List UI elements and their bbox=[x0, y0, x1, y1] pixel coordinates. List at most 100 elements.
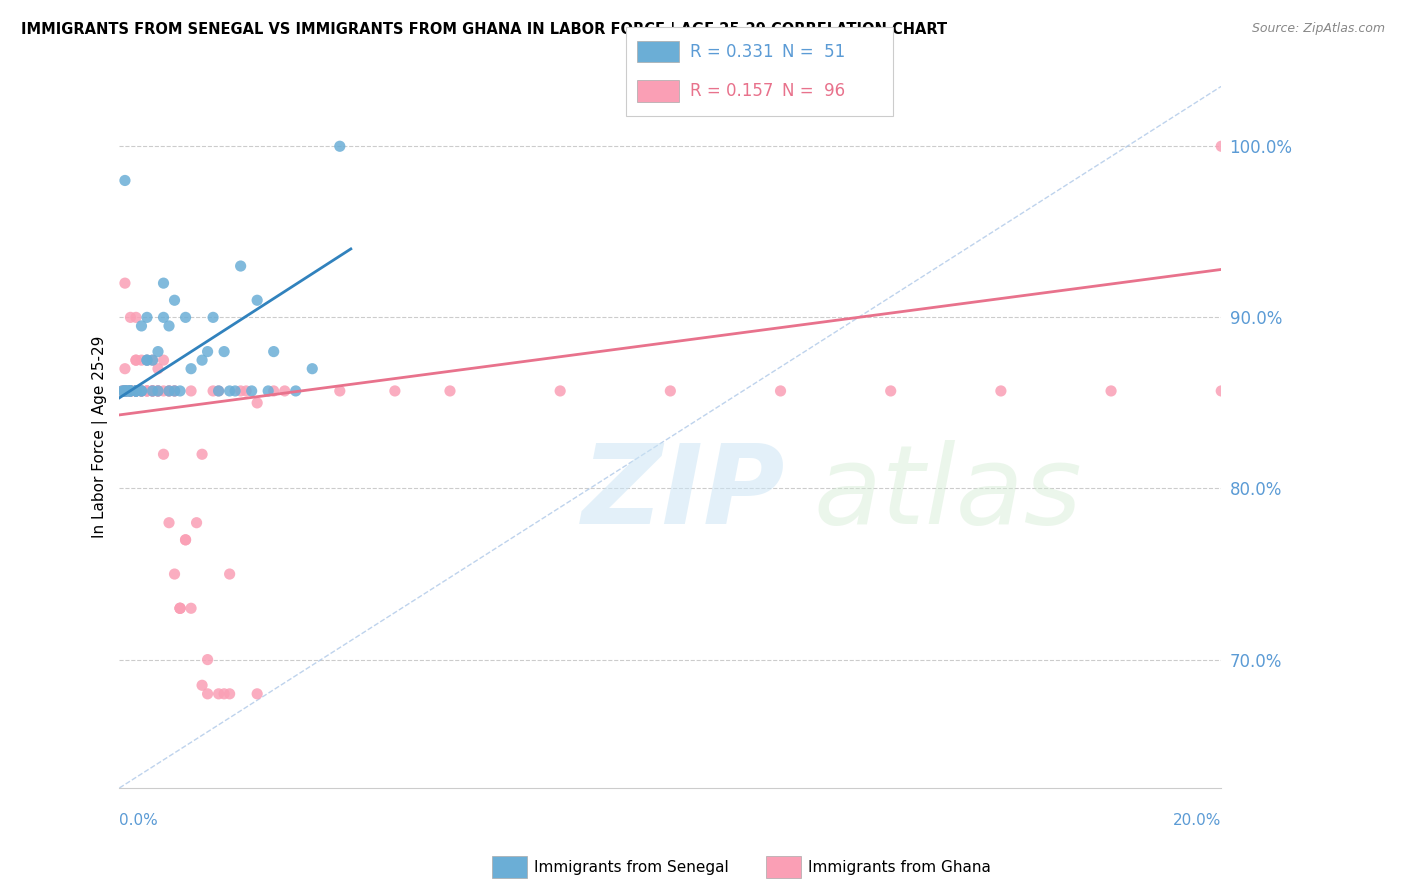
Point bbox=[120, 384, 142, 398]
Point bbox=[125, 384, 148, 398]
Text: IMMIGRANTS FROM SENEGAL VS IMMIGRANTS FROM GHANA IN LABOR FORCE | AGE 25-29 CORR: IMMIGRANTS FROM SENEGAL VS IMMIGRANTS FR… bbox=[21, 22, 948, 38]
Point bbox=[141, 384, 163, 398]
Point bbox=[439, 384, 461, 398]
Point bbox=[120, 384, 142, 398]
Point bbox=[284, 384, 307, 398]
Point bbox=[990, 384, 1012, 398]
Text: R = 0.157: R = 0.157 bbox=[690, 82, 773, 100]
Point bbox=[229, 384, 252, 398]
Point bbox=[157, 384, 180, 398]
Point bbox=[157, 318, 180, 333]
Point bbox=[152, 384, 174, 398]
Point bbox=[157, 384, 180, 398]
Text: 20.0%: 20.0% bbox=[1173, 813, 1222, 828]
Point bbox=[141, 353, 163, 368]
Point bbox=[301, 361, 323, 376]
Point bbox=[191, 353, 214, 368]
Point bbox=[114, 384, 136, 398]
Point bbox=[146, 384, 169, 398]
Text: atlas: atlas bbox=[814, 440, 1083, 547]
Point bbox=[141, 384, 163, 398]
Point bbox=[136, 384, 159, 398]
Point bbox=[125, 384, 148, 398]
Point bbox=[136, 353, 159, 368]
Point bbox=[212, 687, 235, 701]
Point bbox=[136, 353, 159, 368]
Point bbox=[131, 318, 153, 333]
Point bbox=[114, 384, 136, 398]
Point bbox=[152, 276, 174, 290]
Point bbox=[146, 384, 169, 398]
Point bbox=[125, 353, 148, 368]
Point bbox=[1211, 384, 1233, 398]
Point bbox=[125, 310, 148, 325]
Point bbox=[131, 384, 153, 398]
Point bbox=[120, 384, 142, 398]
Point bbox=[141, 353, 163, 368]
Point bbox=[240, 384, 263, 398]
Point bbox=[136, 310, 159, 325]
Point bbox=[117, 384, 139, 398]
Point bbox=[197, 344, 219, 359]
Point bbox=[224, 384, 246, 398]
Point bbox=[329, 384, 352, 398]
Point bbox=[117, 384, 139, 398]
Point bbox=[235, 384, 257, 398]
Point bbox=[263, 344, 285, 359]
Point bbox=[114, 384, 136, 398]
Point bbox=[120, 384, 142, 398]
Point bbox=[141, 384, 163, 398]
Point bbox=[157, 516, 180, 530]
Text: ZIP: ZIP bbox=[582, 440, 786, 547]
Point bbox=[163, 384, 186, 398]
Point bbox=[229, 259, 252, 273]
Point bbox=[114, 384, 136, 398]
Point bbox=[114, 173, 136, 187]
Point bbox=[207, 384, 229, 398]
Point bbox=[180, 361, 202, 376]
Point bbox=[114, 276, 136, 290]
Point bbox=[152, 353, 174, 368]
Point bbox=[212, 344, 235, 359]
Point bbox=[207, 384, 229, 398]
Point bbox=[174, 310, 197, 325]
Point bbox=[114, 384, 136, 398]
Point bbox=[141, 384, 163, 398]
Point bbox=[180, 601, 202, 615]
Point bbox=[163, 567, 186, 582]
Point bbox=[218, 384, 240, 398]
Point bbox=[136, 384, 159, 398]
Point bbox=[152, 310, 174, 325]
Point bbox=[202, 384, 225, 398]
Text: Immigrants from Ghana: Immigrants from Ghana bbox=[808, 860, 991, 874]
Point bbox=[769, 384, 792, 398]
Point bbox=[114, 384, 136, 398]
Point bbox=[186, 516, 208, 530]
Point bbox=[197, 652, 219, 666]
Point bbox=[120, 384, 142, 398]
Point bbox=[163, 293, 186, 308]
Point bbox=[114, 384, 136, 398]
Text: 0.0%: 0.0% bbox=[120, 813, 159, 828]
Y-axis label: In Labor Force | Age 25-29: In Labor Force | Age 25-29 bbox=[93, 336, 108, 539]
Point bbox=[273, 384, 295, 398]
Point bbox=[136, 353, 159, 368]
Point bbox=[111, 384, 134, 398]
Point bbox=[131, 384, 153, 398]
Point bbox=[131, 384, 153, 398]
Text: R = 0.331: R = 0.331 bbox=[690, 43, 773, 61]
Point bbox=[125, 384, 148, 398]
Point bbox=[125, 384, 148, 398]
Point bbox=[169, 601, 191, 615]
Point bbox=[384, 384, 406, 398]
Point bbox=[548, 384, 571, 398]
Point bbox=[146, 384, 169, 398]
Point bbox=[125, 384, 148, 398]
Point bbox=[125, 384, 148, 398]
Point bbox=[246, 293, 269, 308]
Point bbox=[163, 384, 186, 398]
Point bbox=[1099, 384, 1122, 398]
Point bbox=[117, 384, 139, 398]
Point bbox=[174, 533, 197, 547]
Point bbox=[246, 687, 269, 701]
